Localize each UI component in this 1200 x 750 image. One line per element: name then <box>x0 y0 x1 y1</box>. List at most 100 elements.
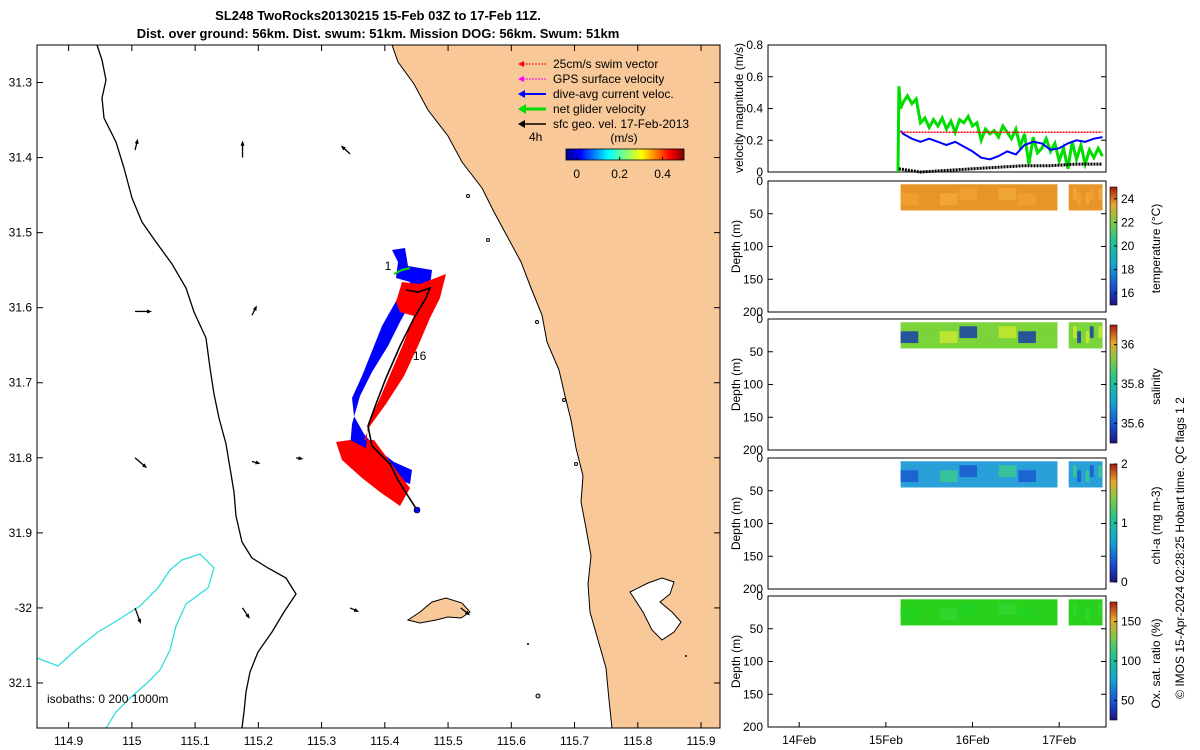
section-data-patch <box>920 326 938 339</box>
isobath-200m <box>96 45 297 728</box>
geo-velocity-arrow <box>296 456 304 461</box>
arrow-head <box>340 145 346 151</box>
y-tick-label: 100 <box>743 240 763 254</box>
section-data-patch <box>1037 603 1056 616</box>
section-ylabel: Depth (m) <box>729 358 743 411</box>
section-data-patch <box>1077 608 1081 621</box>
section-data-patch <box>979 608 997 621</box>
section-data-patch <box>998 465 1017 478</box>
section-data-patch <box>920 188 938 201</box>
arrow-head <box>255 460 261 465</box>
y-tick-label: -32 <box>15 601 33 615</box>
colorbar-label: chl-a (mg m-3) <box>1149 486 1163 564</box>
y-tick-label: 0.8 <box>746 38 763 52</box>
x-tick-label: 115.1 <box>181 734 210 748</box>
islet <box>535 693 541 699</box>
legend-entry-gps: GPS surface velocity <box>518 72 664 86</box>
y-tick-label: 200 <box>743 305 763 319</box>
section-data-patch <box>998 188 1017 201</box>
y-tick-label: 31.7 <box>9 376 33 390</box>
y-tick-label: 31.9 <box>9 526 33 540</box>
arrow-head <box>252 305 257 311</box>
colorbar-tick-label: 100 <box>1121 654 1141 668</box>
colorbar-tick-label: 1 <box>1121 516 1128 530</box>
y-tick-label: 0.4 <box>746 102 763 116</box>
section-data-patch <box>900 193 919 206</box>
track-labels: 1 16 <box>385 259 427 363</box>
section-panel-oxygen: 0 50 100 150 200 Depth (m) 50 100 150 Ox. sat. ra… <box>729 589 1163 747</box>
arrow-head <box>464 610 471 616</box>
colorbar-tick-label: 22 <box>1121 215 1135 229</box>
net-velocity-mark <box>393 267 411 275</box>
section-data-patch <box>939 470 958 483</box>
section-data-patch <box>979 470 997 483</box>
section-panel-temperature: 0 50 100 150 200 Depth (m) 16 18 20 22 24 temperatu… <box>729 174 1163 319</box>
colorbar-tick-label: 35.6 <box>1121 416 1145 430</box>
section-data-patch <box>1089 603 1094 616</box>
chart-title-line1: SL248 TwoRocks20130215 15-Feb 03Z to 17-… <box>215 8 541 23</box>
velocity-ylabel: velocity magnitude (m/s) <box>732 43 746 173</box>
series-line-3 <box>898 162 1103 174</box>
legend-label: dive-avg current veloc. <box>553 87 674 101</box>
y-tick-label: 150 <box>743 272 763 286</box>
geo-velocity-arrow <box>134 138 139 151</box>
map-x-axis: 114.9 115 115.1 115.2 115.3 115.4 115.5 115.6 11… <box>54 45 716 748</box>
section-data-patch <box>1089 188 1094 201</box>
island <box>406 597 471 624</box>
section-data-patch <box>1085 470 1090 483</box>
section-data-patch <box>920 465 938 478</box>
section-data-patch <box>1094 470 1098 483</box>
arrow-head <box>137 618 142 624</box>
x-tick-label: 115.6 <box>497 734 526 748</box>
section-data-patch <box>1018 193 1036 206</box>
arrow-head <box>142 463 148 469</box>
track-envelope <box>336 248 446 514</box>
y-tick-label: 150 <box>743 549 763 563</box>
section-data-patch <box>1068 193 1073 206</box>
map-frame <box>36 44 721 729</box>
section-data-patch <box>998 326 1017 339</box>
geo-velocity-arrow <box>241 607 250 619</box>
x-tick-label: 115.2 <box>244 734 273 748</box>
colorbar-tick-label: 0 <box>1121 575 1128 589</box>
section-data-patch <box>1094 193 1098 206</box>
colorbar-label: Ox. sat. ratio (%) <box>1149 618 1163 708</box>
arrow-shaft <box>134 457 146 467</box>
isobath-1000m <box>37 553 215 728</box>
geo-velocity-arrow <box>251 305 257 316</box>
x-tick-label: 114.9 <box>54 734 83 748</box>
velocity-axes-box <box>767 44 1107 173</box>
section-data-patch <box>1072 603 1077 616</box>
geo-velocity-arrow <box>251 460 261 465</box>
y-tick-label: 150 <box>743 687 763 701</box>
section-data-patch <box>1077 331 1081 344</box>
isobath-label: isobaths: 0 200 1000m <box>47 692 168 706</box>
section-data-patch <box>959 326 978 339</box>
section-data-patch <box>1037 465 1056 478</box>
y-tick-label: 0 <box>756 589 763 603</box>
section-data-patch <box>1085 193 1090 206</box>
track-end-marker <box>413 506 421 514</box>
colorbar-tick-label: 18 <box>1121 263 1135 277</box>
section-data-patch <box>979 331 997 344</box>
legend-entry-net: net glider velocity <box>518 102 646 116</box>
legend-entry-geo: sfc geo. vel. 17-Feb-2013 <box>518 117 689 131</box>
section-data-patch <box>1018 608 1036 621</box>
section-data-patch <box>979 193 997 206</box>
section-data-patch <box>1077 470 1081 483</box>
geo-velocity-arrow <box>134 457 148 469</box>
legend-label: net glider velocity <box>553 102 646 116</box>
side-caption: © IMOS 15-Apr-2024 02:28:25 Hobart time.… <box>1173 397 1187 699</box>
x-tick-label: 115 <box>122 734 141 748</box>
section-data-patch <box>1098 326 1103 339</box>
swim-vector-fan <box>336 274 446 506</box>
islet <box>685 655 687 657</box>
islet <box>486 238 490 242</box>
map-y-axis: 31.3 31.4 31.5 31.6 31.7 31.8 31.9 -32 32.1 <box>9 76 720 690</box>
series-line-1 <box>899 130 1103 161</box>
legend-label: sfc geo. vel. 17-Feb-2013 <box>553 117 689 131</box>
arrow-shaft <box>134 607 141 622</box>
section-panel-chl-a: 0 50 100 150 200 Depth (m) 0 1 2 chl-a (mg m-3) <box>729 451 1163 596</box>
colorbar-tick-label: 20 <box>1121 239 1135 253</box>
